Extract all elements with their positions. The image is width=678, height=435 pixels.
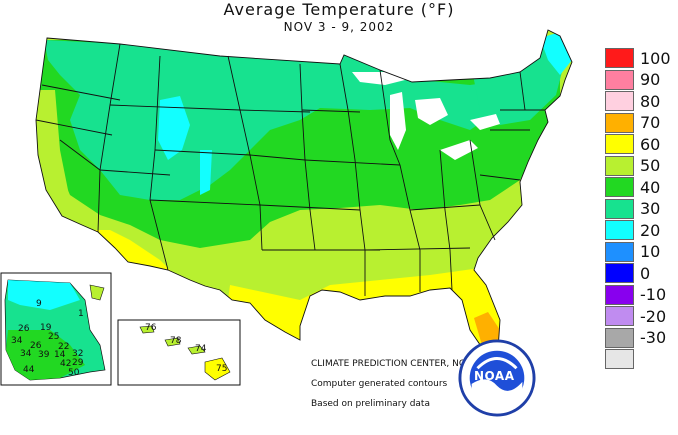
hawaii-label: 78	[170, 336, 182, 346]
legend-swatch	[605, 220, 634, 240]
credit-line-agency: CLIMATE PREDICTION CENTER, NOAA	[311, 359, 479, 369]
legend-item: 30	[605, 198, 675, 219]
credits: CLIMATE PREDICTION CENTER, NOAA Computer…	[311, 354, 478, 414]
legend-value: 80	[640, 91, 661, 111]
alaska-label: 25	[48, 332, 60, 342]
legend-swatch	[605, 91, 634, 111]
legend-value: 70	[640, 113, 661, 132]
legend-item: 20	[605, 220, 675, 240]
legend-swatch	[605, 327, 634, 348]
legend-value: -10	[640, 285, 667, 304]
alaska-label: 26	[30, 341, 42, 351]
alaska-label: 29	[72, 358, 84, 368]
alaska-inset	[0, 272, 112, 386]
legend-value: 100	[640, 48, 671, 68]
alaska-label: 44	[23, 365, 35, 375]
temperature-legend: 100 90 80 70 60 50 40 30 20 10 0 -10 -20 -30	[605, 48, 675, 378]
state-borders	[35, 29, 573, 353]
alaska-label: 42	[60, 359, 72, 369]
legend-swatch	[605, 112, 634, 133]
legend-swatch	[605, 349, 634, 369]
legend-swatch	[605, 48, 634, 68]
alaska-label: 39	[38, 350, 50, 360]
legend-swatch	[605, 284, 634, 305]
hawaii-inset	[117, 319, 241, 386]
legend-value: -30	[640, 328, 667, 347]
alaska-label: 19	[40, 323, 52, 333]
legend-value: 40	[640, 177, 661, 197]
legend-value: 30	[640, 199, 661, 218]
hawaii-label: 74	[195, 344, 207, 354]
legend-item: -30	[605, 327, 675, 348]
credit-line-method: Computer generated contours	[311, 379, 448, 389]
legend-value: 60	[640, 134, 661, 154]
legend-swatch	[605, 155, 634, 176]
alaska-label: 9	[36, 299, 42, 309]
alaska-label: 32	[72, 349, 84, 359]
legend-item: -20	[605, 306, 675, 326]
legend-swatch	[605, 306, 634, 326]
alaska-label: 1	[78, 309, 84, 319]
noaa-logo	[458, 339, 536, 417]
map-subtitle: NOV 3 - 9, 2002	[283, 20, 395, 34]
alaska-label: 34	[20, 349, 32, 359]
legend-item: 80	[605, 91, 675, 111]
map-title: Average Temperature (°F)	[223, 0, 455, 19]
legend-swatch	[605, 198, 634, 219]
legend-value: 20	[640, 220, 661, 240]
hawaii-label: 75	[216, 364, 228, 374]
legend-swatch	[605, 241, 634, 262]
legend-item: 90	[605, 69, 675, 90]
legend-value: 50	[640, 156, 661, 175]
alaska-label: 22	[58, 342, 70, 352]
legend-item: 0	[605, 263, 675, 283]
noaa-logo-text: NOAA	[474, 369, 515, 383]
legend-value: 90	[640, 70, 661, 89]
hawaii-label: 76	[145, 323, 157, 333]
legend-swatch	[605, 177, 634, 197]
alaska-label: 26	[18, 324, 30, 334]
legend-value: 0	[640, 263, 651, 283]
legend-item: 60	[605, 134, 675, 154]
legend-item: 70	[605, 112, 675, 133]
alaska-label: 14	[54, 350, 66, 360]
map-fill	[36, 30, 572, 352]
legend-swatch	[605, 69, 634, 90]
legend-item	[605, 349, 675, 369]
legend-value: 10	[640, 242, 661, 261]
legend-item: 50	[605, 155, 675, 176]
legend-swatch	[605, 263, 634, 283]
legend-item: 10	[605, 241, 675, 262]
legend-item: -10	[605, 284, 675, 305]
alaska-label: 34	[11, 336, 23, 346]
legend-swatch	[605, 134, 634, 154]
legend-item: 40	[605, 177, 675, 197]
legend-item: 100	[605, 48, 675, 68]
credit-line-data: Based on preliminary data	[311, 399, 430, 409]
legend-value: -20	[640, 306, 667, 326]
alaska-label: 50	[68, 368, 80, 378]
